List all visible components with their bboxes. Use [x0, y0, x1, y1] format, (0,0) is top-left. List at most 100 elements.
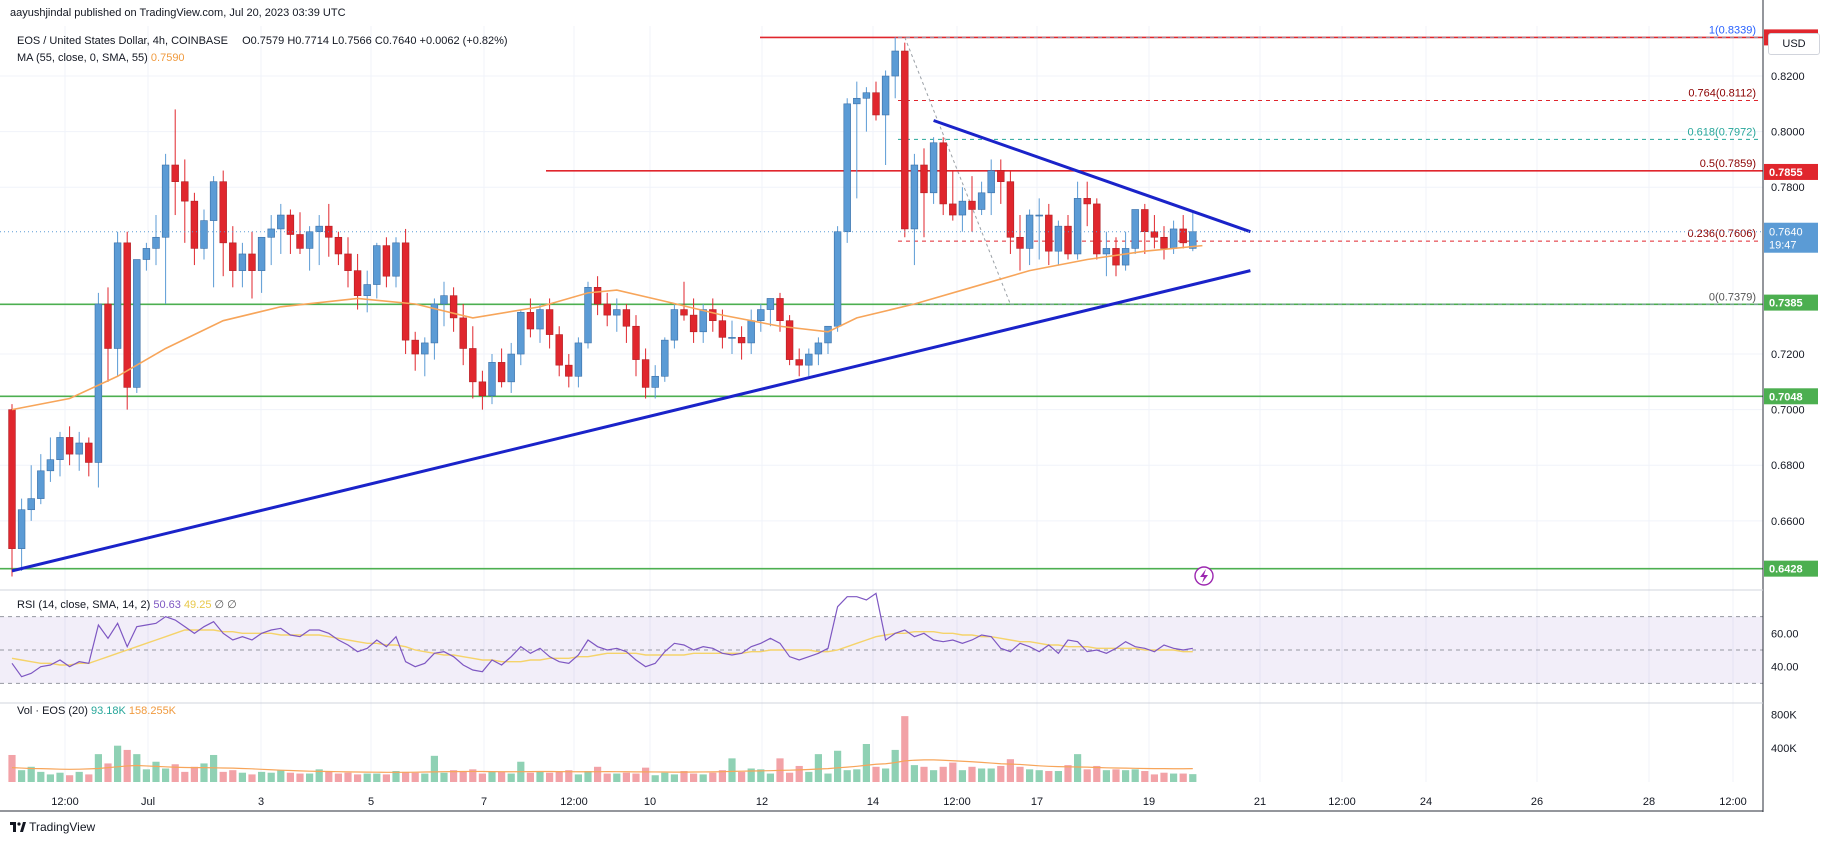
volume-bar	[555, 771, 563, 782]
candle-body	[37, 470, 45, 499]
candle-body	[737, 337, 746, 344]
ma-label[interactable]: MA (55, close, 0, SMA, 55)	[17, 52, 148, 64]
symbol-title[interactable]: EOS / United States Dollar, 4h, COINBASE	[17, 35, 228, 47]
volume-bar	[574, 774, 582, 782]
volume-ma-value: 158.255K	[128, 705, 177, 717]
volume-bar	[85, 774, 93, 782]
ohlc-low: 0.7566	[338, 35, 372, 47]
candle-body	[8, 409, 16, 549]
volume-bar	[66, 775, 74, 782]
candle-body	[497, 362, 506, 383]
candle-body	[1169, 228, 1178, 249]
symbol-legend[interactable]: EOS / United States Dollar, 4h, COINBASE…	[17, 35, 508, 47]
volume-bar	[834, 750, 842, 782]
volume-bar	[296, 773, 304, 782]
tradingview-logo-icon	[10, 821, 26, 832]
volume-bar	[824, 773, 832, 782]
fib-level-label: 0(0.7379)	[1709, 291, 1756, 303]
volume-bar	[526, 772, 534, 782]
volume-bar	[373, 773, 381, 782]
volume-bar	[1122, 770, 1130, 782]
ohlc-open: 0.7579	[250, 35, 285, 47]
candle-body	[133, 259, 141, 388]
volume-bar	[853, 769, 861, 782]
x-tick-label: 12:00	[51, 796, 79, 808]
candle-body	[517, 312, 525, 355]
volume-bar	[565, 770, 573, 782]
ohlc-open-label: O	[242, 35, 251, 47]
volume-bar	[1112, 769, 1120, 782]
volume-bar	[1083, 769, 1091, 782]
volume-y-tick-label: 400K	[1771, 743, 1797, 755]
candle-body	[229, 242, 237, 271]
candle-body	[680, 309, 688, 316]
volume-bar	[1006, 759, 1014, 782]
volume-bar	[334, 773, 342, 782]
volume-label[interactable]: Vol · EOS (20)	[17, 705, 88, 717]
candle-body	[862, 92, 871, 99]
volume-bar	[421, 773, 429, 782]
fibonacci-retracement[interactable]: 1(0.8339) 0.764(0.8112) 0.618(0.7972) 0.5(0…	[898, 24, 1760, 305]
candle-body	[152, 236, 160, 249]
volume-bar	[8, 754, 16, 782]
volume-bar	[459, 771, 467, 782]
candle-body	[238, 253, 247, 271]
volume-bar	[862, 744, 870, 782]
candle-body	[363, 284, 371, 296]
candle-body	[613, 309, 621, 316]
volume-bar	[594, 766, 602, 782]
candle-body	[1150, 231, 1159, 238]
volume-bar	[718, 770, 726, 782]
candle-body	[603, 303, 611, 316]
volume-bar	[728, 758, 736, 782]
volume-bar	[392, 771, 400, 782]
y-tick-label: 0.6600	[1771, 516, 1805, 528]
candle-body	[305, 231, 314, 249]
volume-bar	[766, 773, 774, 782]
candle-body	[545, 309, 554, 335]
volume-bar	[104, 763, 112, 782]
volume-bar	[488, 771, 496, 782]
volume-bar	[430, 755, 438, 782]
volume-bar	[75, 771, 83, 782]
rsi-label[interactable]: RSI (14, close, SMA, 14, 2)	[17, 599, 151, 611]
candle-body	[747, 320, 755, 344]
candle-body	[257, 236, 266, 271]
tradingview-brand[interactable]: TradingView	[10, 820, 95, 834]
volume-bar	[661, 772, 669, 782]
rsi-y-tick-label: 40.00	[1771, 662, 1799, 674]
trendlines[interactable]	[11, 119, 1251, 573]
lightning-icon-bolt	[1200, 569, 1208, 583]
candle-body	[632, 325, 640, 360]
candle-body	[190, 200, 199, 249]
volume-bar	[1026, 769, 1034, 782]
price-tag-label: 0.7385	[1769, 298, 1803, 310]
volume-bar	[891, 749, 899, 782]
volume-bar	[699, 774, 707, 782]
volume-bar	[978, 768, 986, 782]
currency-button[interactable]: USD	[1768, 33, 1820, 55]
candle-body	[920, 164, 928, 194]
volume-bar	[248, 774, 256, 782]
volume-bar	[939, 766, 947, 782]
candle-body	[1006, 181, 1015, 238]
ma-legend[interactable]: MA (55, close, 0, SMA, 55) 0.7590	[17, 52, 185, 64]
candle-body	[1179, 228, 1187, 244]
volume-bar	[814, 754, 822, 782]
volume-legend[interactable]: Vol · EOS (20) 93.18K 158.255K	[17, 705, 176, 717]
volume-bar	[670, 774, 678, 782]
volume-bar	[315, 769, 323, 782]
volume-bar	[27, 766, 35, 782]
volume-bar	[114, 745, 122, 782]
volume-bar	[267, 772, 275, 782]
volume-bar	[37, 771, 45, 782]
candle-body	[853, 97, 861, 105]
candle-body	[315, 225, 323, 233]
candle-body	[757, 309, 765, 321]
volume-bar	[901, 716, 909, 782]
rsi-legend[interactable]: RSI (14, close, SMA, 14, 2) 50.63 49.25 …	[17, 598, 237, 611]
grid	[0, 26, 1763, 782]
candle-body	[401, 242, 410, 341]
x-tick-label: Jul	[141, 796, 155, 808]
